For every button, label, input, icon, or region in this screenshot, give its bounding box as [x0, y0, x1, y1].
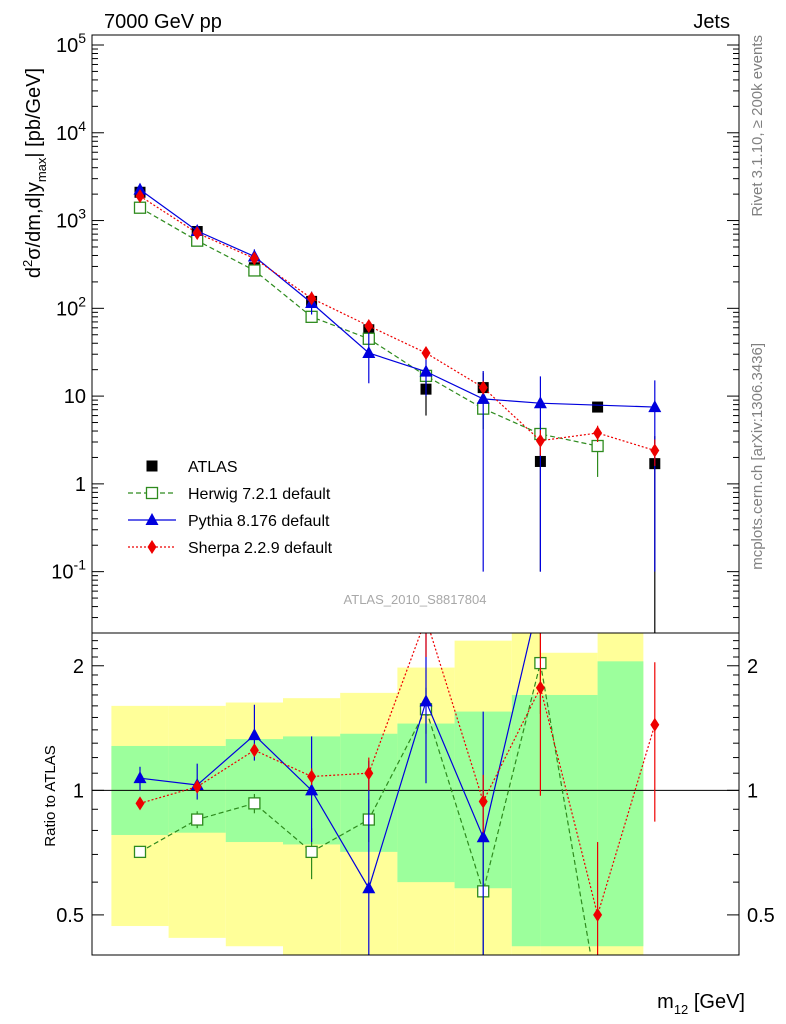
atlas-point: [592, 401, 604, 413]
pythia-point: [476, 391, 490, 404]
sherpa-point: [535, 433, 545, 448]
sherpa-point: [650, 717, 660, 732]
herwig-point: [191, 813, 204, 826]
pythia-point: [305, 783, 319, 796]
herwig-point: [133, 201, 147, 214]
process-label: Jets: [693, 11, 730, 33]
inner-band-bin: [597, 661, 644, 947]
ratio-y-tick-label-left: 1: [73, 780, 84, 802]
pythia-point: [533, 396, 547, 409]
inner-band-bin: [511, 694, 541, 947]
pythia-point: [476, 830, 490, 843]
ratio-y-tick-label-left: 2: [73, 656, 84, 678]
inner-band-bin: [540, 694, 598, 947]
sherpa-point: [364, 318, 374, 333]
sherpa-point: [307, 769, 317, 784]
source-reference-label: mcplots.cern.ch [arXiv:1306.3436]: [749, 343, 766, 570]
ratio-y-tick-label-right: 2: [747, 656, 758, 678]
main-y-tick-label: 104: [56, 118, 86, 145]
pythia-point: [247, 728, 261, 741]
sherpa-point: [593, 907, 603, 922]
sherpa-point: [192, 226, 202, 241]
energy-label: 7000 GeV pp: [104, 11, 222, 33]
ratio-y-tick-label-right: 1: [747, 780, 758, 802]
main-y-axis-label: d2σ/dm,d|ymax| [pb/GeV]: [20, 68, 49, 278]
herwig-point: [248, 264, 261, 277]
ratio-y-tick-label-right: 0.5: [747, 905, 775, 927]
legend-marker-sherpa: [147, 540, 157, 554]
sherpa-point: [192, 779, 202, 794]
pythia-point: [133, 182, 147, 195]
analysis-watermark: ATLAS_2010_S8817804: [344, 592, 487, 607]
pythia-point: [419, 694, 433, 707]
legend-label-herwig: Herwig 7.2.1 default: [188, 486, 331, 503]
main-y-tick-label: 105: [56, 30, 86, 57]
pythia-line: [139, 189, 655, 408]
ratio-panel-frame: [91, 632, 740, 956]
main-y-tick-label: 10-1: [51, 557, 86, 584]
ratio-y-tick-label-left: 0.5: [56, 905, 84, 927]
legend-label-atlas: ATLAS: [188, 459, 238, 476]
legend-marker-pythia: [145, 513, 159, 525]
pythia-point: [362, 345, 376, 358]
ratio-y-axis-label: Ratio to ATLAS: [42, 745, 59, 846]
sherpa-point: [135, 796, 145, 811]
pythia-point: [133, 771, 147, 784]
ratio-uncertainty-bands: [111, 633, 644, 955]
sherpa-point: [364, 766, 374, 781]
legend-marker-atlas: [146, 460, 158, 472]
herwig-point: [248, 797, 261, 810]
legend-label-pythia: Pythia 8.176 default: [188, 513, 330, 530]
sherpa-point: [593, 425, 603, 440]
sherpa-point: [135, 189, 145, 204]
axis-ticks: 10-1 1 10 102 103 104 105 0.5 0.5 1 1 2 2: [51, 30, 775, 956]
x-axis-label: m12 [GeV]: [657, 991, 745, 1017]
herwig-point: [305, 845, 318, 859]
sherpa-point: [535, 680, 545, 695]
sherpa-line: [139, 633, 656, 918]
main-y-tick-label: 102: [56, 293, 86, 320]
ratio-panel-series: [92, 633, 739, 955]
herwig-point: [591, 439, 604, 453]
herwig-point: [133, 845, 147, 859]
pythia-point: [362, 881, 376, 894]
sherpa-point: [249, 251, 259, 266]
legend-label-sherpa: Sherpa 2.2.9 default: [188, 540, 333, 557]
sherpa-point: [249, 743, 259, 758]
main-y-tick-label: 10: [64, 386, 86, 408]
main-panel-series: [133, 182, 662, 633]
sherpa-point: [650, 443, 660, 458]
sherpa-point: [478, 794, 488, 809]
pythia-point: [419, 364, 433, 377]
sherpa-line: [139, 195, 655, 452]
legend: ATLAS Herwig 7.2.1 default Pythia 8.176 de…: [128, 459, 333, 557]
pythia-point: [648, 400, 662, 413]
sherpa-point: [478, 380, 488, 395]
pythia-line: [139, 633, 532, 890]
legend-marker-herwig: [145, 486, 159, 500]
main-y-tick-label: 103: [56, 206, 86, 233]
sherpa-point: [307, 291, 317, 306]
rivet-version-label: Rivet 3.1.10, ≥ 200k events: [749, 35, 766, 217]
main-y-tick-label: 1: [75, 474, 86, 496]
sherpa-point: [421, 345, 431, 360]
